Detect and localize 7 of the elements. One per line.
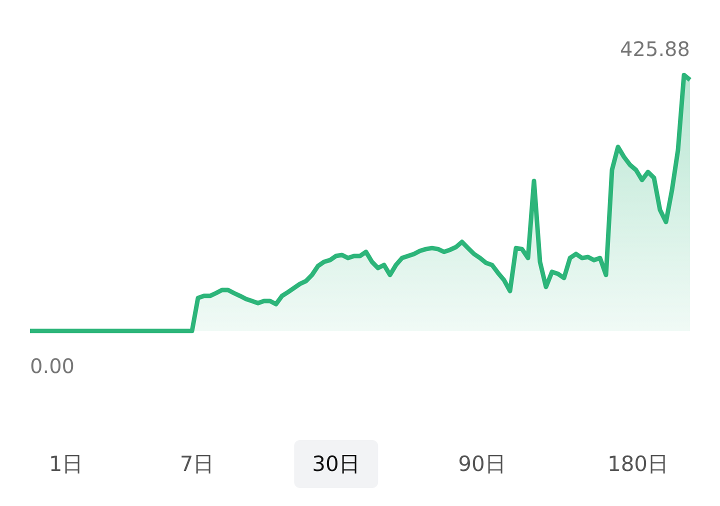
text: 0.00 [30,354,75,378]
text: 90日 [457,451,507,478]
text: 7日 [178,451,216,478]
text: 425.88 [620,37,690,62]
text: 30日 [294,440,378,488]
text: 1日 [48,451,84,478]
text: 180日 [606,451,670,478]
